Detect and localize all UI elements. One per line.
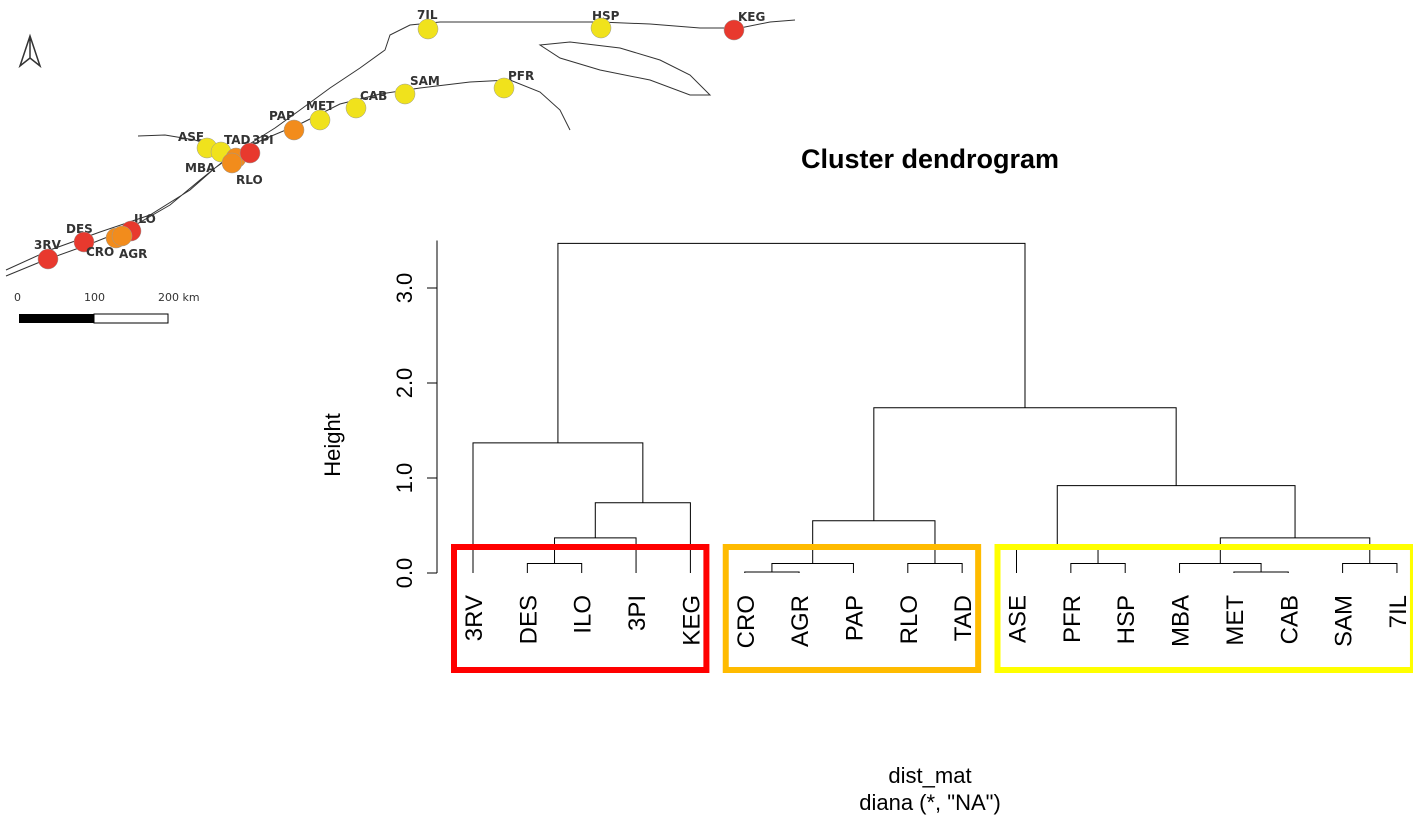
leaf-label: PFR [1059, 595, 1086, 643]
site-label: KEG [738, 10, 765, 24]
leaf-label: KEG [678, 595, 705, 646]
leaf-label: CRO [733, 595, 760, 648]
merge-link [744, 571, 800, 573]
merge-link [812, 520, 936, 564]
merge-link [526, 563, 583, 573]
merge-link [554, 537, 637, 573]
site-label: PAP [269, 109, 295, 123]
y-tick-label: 2.0 [392, 368, 417, 399]
scale-bar [93, 313, 169, 324]
merge-link [1070, 563, 1126, 573]
leaf-label: CAB [1276, 595, 1303, 644]
y-tick-label: 1.0 [392, 463, 417, 494]
chart-title: Cluster dendrogram [801, 144, 1059, 174]
leaf-label: 7IL [1385, 595, 1412, 628]
cluster-box [451, 544, 710, 673]
north-arrow [18, 33, 42, 69]
merge-link [873, 407, 1177, 521]
site-marker [417, 18, 439, 40]
merge-link [1056, 485, 1296, 550]
leaf-label: SAM [1331, 595, 1358, 647]
leaf-label: AGR [787, 595, 814, 647]
site-marker [590, 17, 612, 39]
site-marker [37, 248, 59, 270]
site-label: 3PI [252, 133, 274, 147]
leaf-label: HSP [1113, 595, 1140, 644]
site-marker [221, 152, 243, 174]
merge-link [1342, 563, 1398, 573]
site-label: TAD [224, 133, 251, 147]
map: 7IL HSP KEGPFRSAMCABMETPAPASEMBATADRLO3PII… [5, 8, 796, 324]
scale-label: 0 [14, 291, 21, 304]
site-label: AGR [119, 247, 147, 261]
merge-link [472, 442, 644, 573]
y-axis-label: Height [320, 413, 345, 477]
site-label: SAM [410, 74, 440, 88]
x-axis-label: dist_mat [888, 763, 971, 788]
leaf-label: MET [1222, 595, 1249, 646]
leaf-label: RLO [896, 595, 923, 644]
site-marker [394, 83, 416, 105]
site-label: PFR [508, 69, 534, 83]
y-tick-label: 0.0 [392, 558, 417, 589]
merge-link [1016, 548, 1099, 573]
y-tick-label: 3.0 [392, 273, 417, 304]
leaf-label: PAP [841, 595, 868, 641]
leaf-label: ILO [570, 595, 597, 634]
site-label: 3RV [34, 238, 62, 252]
merge-link [907, 563, 963, 573]
leaf-label: TAD [950, 595, 977, 641]
site-label: 7IL [417, 8, 438, 22]
site-label: ILO [134, 212, 156, 226]
leaf-label: ASE [1005, 595, 1032, 643]
merge-link [557, 242, 1026, 443]
leaf-label: MBA [1168, 595, 1195, 647]
merge-link [1233, 571, 1289, 573]
leaf-label: 3RV [461, 595, 488, 641]
site-marker [723, 19, 745, 41]
merge-link [1219, 537, 1371, 564]
site-marker [239, 142, 261, 164]
cluster-box [722, 544, 982, 673]
subtitle: diana (*, "NA") [859, 790, 1001, 815]
scale-bar [19, 314, 94, 323]
site-label: CAB [360, 89, 387, 103]
site-label: CRO [86, 245, 114, 259]
site-marker [493, 77, 515, 99]
leaf-label: 3PI [624, 595, 651, 631]
site-marker [111, 225, 133, 247]
scale-label: 200 km [158, 291, 200, 304]
scale-label: 100 [84, 291, 105, 304]
site-label: ASE [178, 130, 204, 144]
site-label: MET [306, 99, 335, 113]
site-marker [283, 119, 305, 141]
site-label: MBA [185, 161, 216, 175]
site-marker [73, 231, 95, 253]
site-label: RLO [236, 173, 263, 187]
site-marker [345, 97, 367, 119]
leaf-label: DES [515, 595, 542, 644]
site-marker [309, 109, 331, 131]
